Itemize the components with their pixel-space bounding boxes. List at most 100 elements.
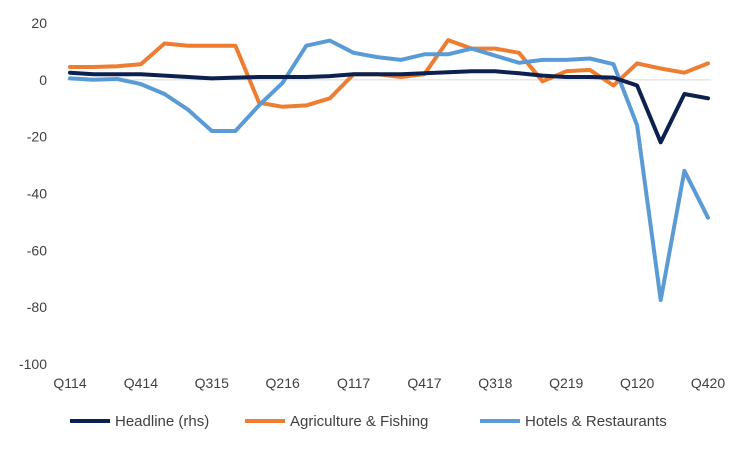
data-point: [682, 71, 686, 75]
data-point: [635, 83, 639, 88]
x-tick-label: Q117: [337, 375, 370, 391]
data-point: [422, 71, 427, 75]
legend-label: Hotels & Restaurants: [525, 413, 667, 430]
data-point: [375, 55, 379, 59]
y-tick-label: -60: [27, 242, 47, 258]
data-point: [115, 72, 119, 76]
data-point: [659, 298, 663, 302]
x-tick-label: Q120: [620, 375, 654, 391]
data-point: [493, 54, 497, 58]
legend: Headline (rhs) Agriculture & Fishing Hotel…: [70, 413, 667, 430]
data-point: [588, 56, 592, 61]
data-point: [233, 129, 238, 133]
legend-label: Agriculture & Fishing: [290, 413, 428, 430]
data-point: [210, 76, 214, 81]
data-point: [162, 73, 167, 78]
data-point: [422, 52, 427, 56]
x-tick-label: Q417: [407, 375, 441, 391]
data-point: [162, 41, 167, 46]
data-point: [328, 74, 332, 78]
data-point: [375, 72, 379, 76]
data-point: [210, 129, 214, 133]
x-tick-label: Q420: [691, 375, 725, 391]
data-point: [92, 72, 96, 76]
data-point: [233, 44, 238, 48]
data-point: [446, 52, 450, 56]
data-point: [139, 72, 143, 76]
x-tick-label: Q315: [195, 375, 229, 391]
plot-lines: [68, 38, 710, 303]
data-point: [210, 44, 214, 48]
x-axis: Q114 Q414 Q315 Q216 Q117 Q417 Q318 Q219 Q120 Q420: [53, 79, 725, 391]
y-tick-label: 20: [31, 15, 47, 31]
data-point: [564, 75, 568, 79]
data-point: [233, 75, 238, 80]
data-point: [564, 58, 568, 62]
data-point: [281, 81, 285, 85]
x-tick-label: Q114: [53, 375, 86, 391]
y-axis: 20 0 -20 -40 -60 -80 -100: [19, 15, 47, 372]
series-line-2: [68, 38, 710, 303]
data-point: [517, 71, 521, 75]
data-point: [659, 66, 663, 71]
data-point: [304, 44, 308, 48]
data-point: [351, 72, 356, 76]
data-point: [706, 216, 710, 220]
data-point: [470, 46, 474, 51]
y-tick-label: -100: [19, 356, 47, 372]
data-point: [304, 75, 308, 79]
legend-label: Headline (rhs): [115, 413, 209, 430]
data-point: [92, 65, 96, 69]
data-point: [92, 78, 96, 82]
data-point: [186, 75, 190, 79]
data-point: [493, 46, 497, 51]
data-point: [328, 96, 332, 100]
data-point: [351, 51, 356, 55]
data-point: [540, 79, 545, 83]
data-point: [588, 75, 592, 79]
data-point: [470, 69, 474, 73]
data-point: [257, 103, 261, 108]
data-point: [540, 73, 545, 78]
y-tick-label: 0: [39, 72, 47, 88]
data-point: [706, 96, 710, 100]
data-point: [517, 51, 521, 55]
data-point: [564, 69, 568, 73]
data-point: [517, 61, 521, 65]
data-point: [139, 62, 143, 66]
x-tick-label: Q318: [478, 375, 512, 391]
data-point: [706, 61, 710, 65]
data-point: [635, 123, 639, 127]
data-point: [281, 75, 285, 79]
data-point: [186, 108, 190, 112]
data-point: [611, 83, 616, 88]
data-point: [588, 68, 592, 72]
data-point: [446, 70, 450, 74]
data-point: [257, 75, 261, 79]
y-tick-label: -20: [27, 129, 47, 145]
data-point: [493, 69, 497, 73]
data-point: [682, 169, 686, 173]
data-point: [162, 92, 167, 96]
x-tick-label: Q219: [549, 375, 583, 391]
data-point: [682, 92, 686, 96]
y-tick-label: -80: [27, 299, 47, 315]
data-point: [328, 39, 332, 43]
data-point: [635, 61, 639, 65]
data-point: [186, 44, 190, 48]
data-point: [68, 76, 72, 81]
data-point: [139, 82, 143, 86]
data-point: [68, 71, 72, 75]
data-point: [68, 65, 72, 69]
data-point: [659, 140, 663, 144]
data-point: [399, 72, 403, 76]
y-tick-label: -40: [27, 186, 47, 202]
data-point: [281, 105, 285, 109]
series-line-0: [68, 69, 710, 145]
x-tick-label: Q216: [266, 375, 300, 391]
data-point: [115, 64, 119, 68]
data-point: [304, 103, 308, 108]
x-tick-label: Q414: [124, 375, 158, 391]
data-point: [446, 38, 450, 42]
